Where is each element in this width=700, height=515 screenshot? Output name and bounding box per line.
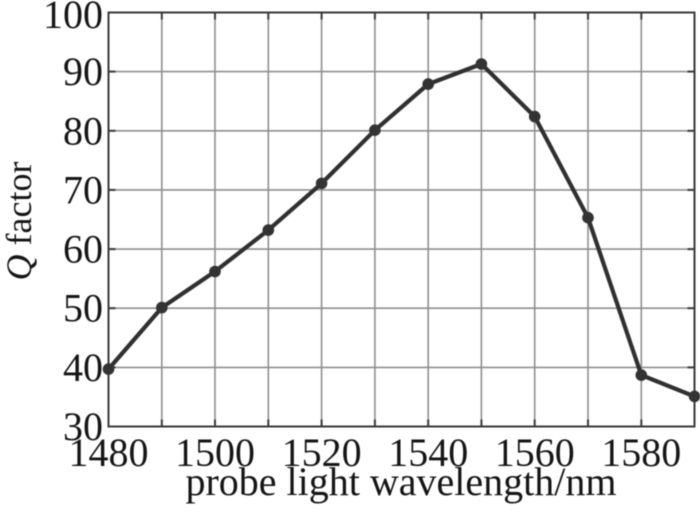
svg-text:100: 100	[43, 0, 103, 37]
svg-text:Q factor: Q factor	[0, 162, 39, 281]
svg-text:50: 50	[63, 286, 103, 331]
svg-text:1520: 1520	[282, 430, 362, 475]
svg-text:40: 40	[63, 345, 103, 390]
svg-text:70: 70	[63, 167, 103, 212]
svg-text:30: 30	[63, 404, 103, 449]
svg-text:1580: 1580	[601, 430, 681, 475]
svg-text:1480: 1480	[69, 430, 149, 475]
svg-text:1500: 1500	[175, 430, 255, 475]
svg-text:probe light wavelength/nm: probe light wavelength/nm	[185, 459, 616, 504]
svg-text:80: 80	[63, 108, 103, 153]
svg-text:1540: 1540	[388, 430, 468, 475]
svg-text:60: 60	[63, 227, 103, 272]
svg-text:90: 90	[63, 49, 103, 94]
svg-text:1560: 1560	[495, 430, 575, 475]
